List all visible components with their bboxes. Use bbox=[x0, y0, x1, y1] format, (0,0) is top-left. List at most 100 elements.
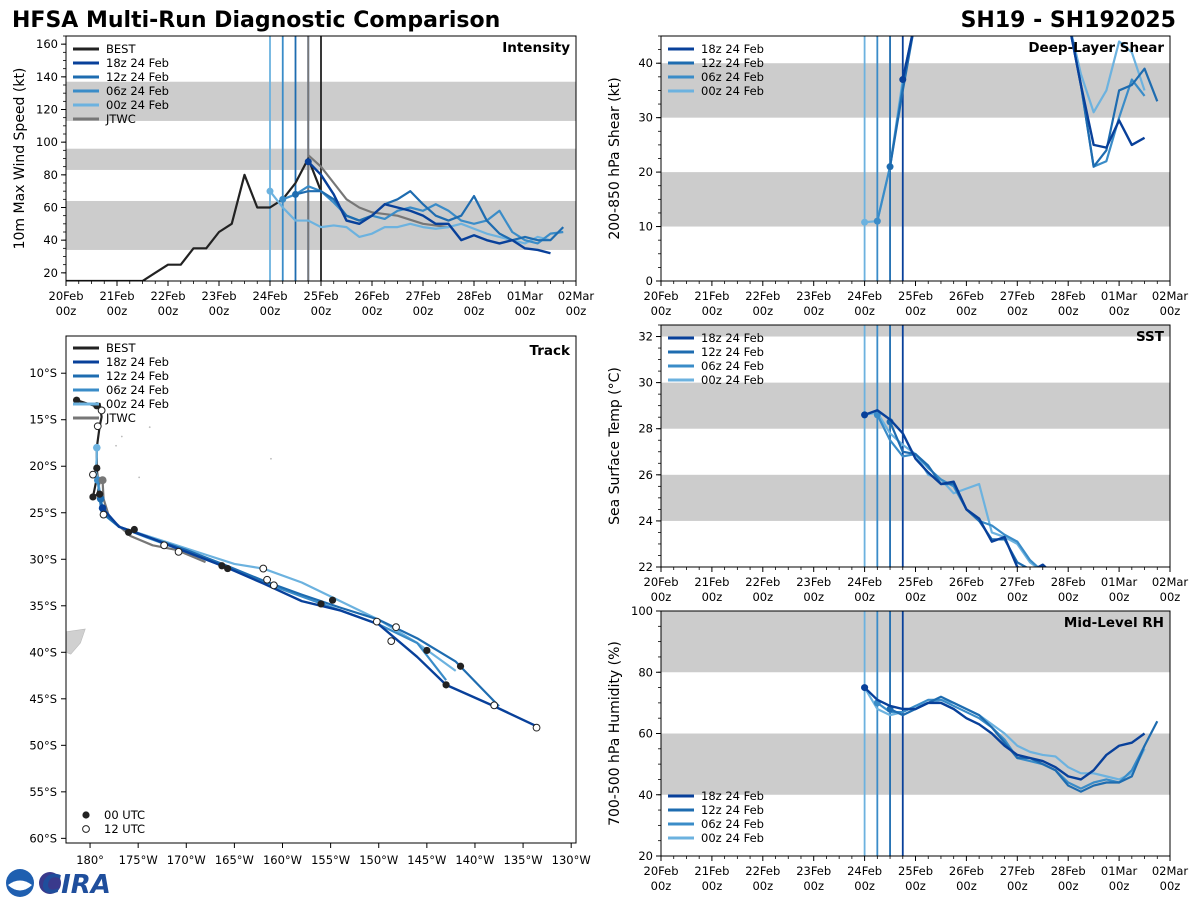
legend-label: 18z 24 Feb bbox=[701, 331, 764, 345]
y-axis-label: 700-500 hPa Humidity (%) bbox=[607, 641, 623, 826]
y-tick-label: 40 bbox=[43, 233, 58, 247]
y-tick-label: 80 bbox=[638, 665, 653, 679]
plot-area bbox=[861, 36, 1159, 281]
legend-label: BEST bbox=[106, 341, 136, 355]
x-tick-label: 28Feb bbox=[1051, 864, 1086, 878]
track-line bbox=[101, 507, 539, 728]
y-tick-label: 140 bbox=[36, 70, 58, 84]
storm-id: SH19 - SH192025 bbox=[961, 8, 1176, 33]
lon-tick-label: 160°W bbox=[263, 853, 302, 867]
x-tick-label: 00z bbox=[515, 304, 536, 318]
lon-tick-label: 165°W bbox=[215, 853, 254, 867]
y-tick-label: 100 bbox=[631, 604, 653, 618]
y-tick-label: 32 bbox=[638, 330, 653, 344]
marker-12utc bbox=[99, 510, 108, 519]
series-line bbox=[269, 190, 551, 245]
lon-tick-label: 180° bbox=[76, 853, 104, 867]
island-speck bbox=[270, 457, 272, 460]
cira-globe-icon bbox=[39, 872, 61, 894]
series-start-marker bbox=[899, 76, 907, 84]
x-tick-label: 23Feb bbox=[202, 289, 237, 303]
logo: CIRA bbox=[6, 869, 111, 900]
island-speck bbox=[138, 476, 141, 479]
lon-tick-label: 130°W bbox=[552, 853, 591, 867]
map-area bbox=[66, 396, 541, 732]
x-tick-label: 23Feb bbox=[796, 864, 831, 878]
legend-label: 18z 24 Feb bbox=[106, 56, 169, 70]
x-tick-label: 02Mar bbox=[1152, 575, 1189, 589]
island-speck bbox=[115, 444, 117, 447]
x-tick-label: 26Feb bbox=[355, 289, 390, 303]
x-tick-label: 28Feb bbox=[1051, 289, 1086, 303]
y-tick-label: 20 bbox=[43, 266, 58, 280]
intensity-panel: 2040608010012014016020Feb00z21Feb00z22Fe… bbox=[12, 35, 595, 318]
x-tick-label: 00z bbox=[854, 590, 875, 604]
series-start-marker bbox=[873, 411, 881, 419]
x-tick-label: 00z bbox=[905, 304, 926, 318]
threshold-band bbox=[661, 325, 1170, 337]
marker-00utc bbox=[130, 525, 138, 534]
marker-12utc bbox=[97, 406, 106, 415]
x-tick-label: 21Feb bbox=[100, 289, 135, 303]
sst-panel: 22242628303220Feb00z21Feb00z22Feb00z23Fe… bbox=[607, 324, 1189, 604]
y-tick-label: 10 bbox=[638, 220, 653, 234]
x-tick-label: 00z bbox=[1160, 590, 1181, 604]
x-tick-label: 00z bbox=[311, 304, 332, 318]
marker-00utc bbox=[89, 493, 97, 501]
series-line bbox=[863, 686, 1146, 781]
x-tick-label: 00z bbox=[956, 304, 977, 318]
threshold-band bbox=[661, 382, 1170, 429]
x-tick-label: 00z bbox=[1109, 879, 1130, 893]
x-tick-label: 00z bbox=[854, 879, 875, 893]
legend-label: 06z 24 Feb bbox=[701, 70, 764, 84]
plot-area bbox=[66, 36, 565, 281]
x-tick-label: 00z bbox=[1109, 590, 1130, 604]
cira-logo-text: CIRA bbox=[42, 870, 111, 900]
lat-tick-label: 10°S bbox=[29, 366, 57, 380]
x-tick-label: 26Feb bbox=[949, 575, 984, 589]
lat-tick-label: 25°S bbox=[29, 506, 57, 520]
legend-label: 00z 24 Feb bbox=[701, 373, 764, 387]
x-tick-label: 00z bbox=[1007, 304, 1028, 318]
x-tick-label: 01Mar bbox=[507, 289, 544, 303]
marker-00utc bbox=[317, 600, 325, 608]
landmass-new-zealand bbox=[66, 628, 86, 655]
track-line bbox=[96, 480, 447, 681]
legend-label: BEST bbox=[106, 42, 136, 56]
panel-title: Intensity bbox=[502, 40, 570, 56]
marker-00utc bbox=[124, 528, 133, 536]
y-tick-label: 40 bbox=[638, 788, 653, 802]
x-tick-label: 25Feb bbox=[898, 864, 933, 878]
jtwc-start-marker bbox=[98, 476, 107, 485]
x-tick-label: 25Feb bbox=[898, 575, 933, 589]
lat-tick-label: 60°S bbox=[29, 831, 57, 845]
x-tick-label: 21Feb bbox=[694, 864, 729, 878]
x-tick-label: 24Feb bbox=[847, 289, 882, 303]
y-tick-label: 60 bbox=[43, 201, 58, 215]
marker-12utc bbox=[269, 581, 278, 590]
series-start-marker bbox=[861, 684, 869, 692]
x-tick-label: 00z bbox=[464, 304, 485, 318]
series-line bbox=[282, 185, 564, 245]
x-tick-label: 20Feb bbox=[49, 289, 84, 303]
marker-12utc bbox=[89, 470, 97, 479]
x-tick-label: 00z bbox=[956, 879, 977, 893]
x-tick-label: 00z bbox=[413, 304, 434, 318]
plot-frame bbox=[65, 335, 577, 844]
y-tick-label: 160 bbox=[36, 37, 58, 51]
series-start-marker bbox=[266, 187, 274, 195]
marker-12utc bbox=[490, 701, 499, 710]
y-axis-label: 10m Max Wind Speed (kt) bbox=[12, 68, 28, 250]
x-tick-label: 00z bbox=[1007, 879, 1028, 893]
panel-title: SST bbox=[1136, 329, 1165, 345]
marker-00utc bbox=[72, 396, 81, 404]
series-start-marker bbox=[279, 195, 287, 203]
x-tick-label: 02Mar bbox=[558, 289, 595, 303]
marker-00utc bbox=[218, 562, 226, 570]
legend-label: 18z 24 Feb bbox=[106, 355, 169, 369]
marker-12utc bbox=[160, 541, 169, 550]
x-tick-label: 00z bbox=[803, 879, 824, 893]
y-tick-label: 0 bbox=[646, 274, 653, 288]
x-tick-label: 24Feb bbox=[847, 864, 882, 878]
y-tick-label: 80 bbox=[43, 168, 58, 182]
